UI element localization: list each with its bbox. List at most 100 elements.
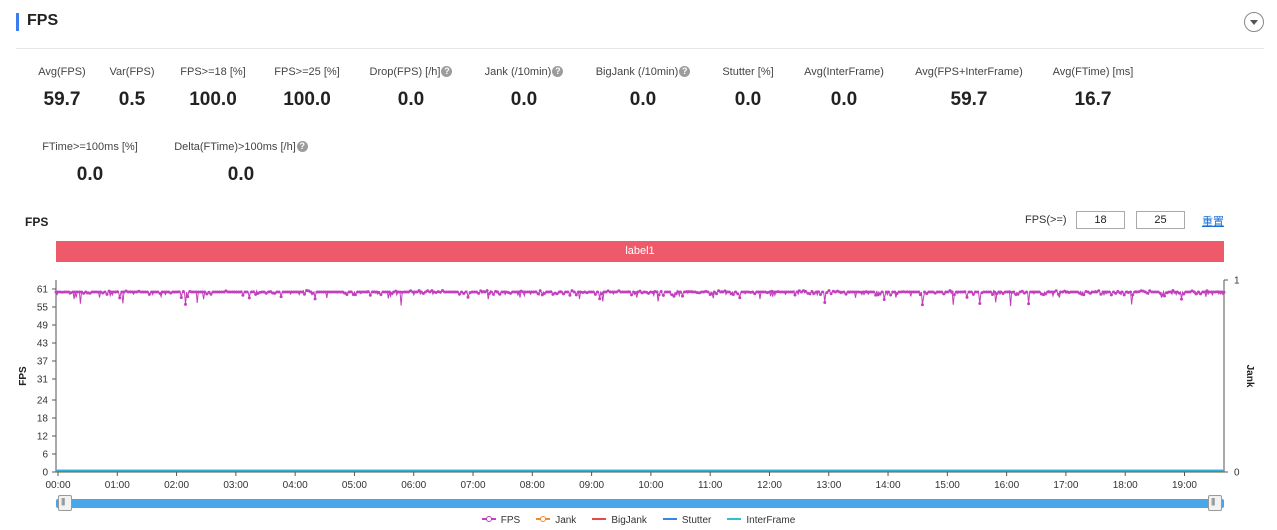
slider-track[interactable] [56, 499, 1224, 508]
series-fps-point [292, 290, 296, 294]
series-fps-point [105, 292, 109, 296]
series-fps-point [230, 290, 234, 294]
series-fps-point [492, 292, 495, 296]
metric-label: Avg(InterFrame) [764, 66, 924, 78]
series-fps-point [910, 290, 914, 294]
x-tick-label: 01:00 [105, 480, 130, 491]
series-fps-point [489, 290, 493, 294]
metric-label-text: FPS>=25 [%] [274, 66, 340, 78]
series-fps-point [593, 292, 597, 296]
legend-item-interframe[interactable]: InterFrame [727, 515, 795, 526]
series-fps-point [940, 290, 944, 294]
series-fps-point [290, 290, 294, 294]
time-range-slider[interactable] [56, 495, 1224, 511]
series-fps-point [630, 293, 633, 297]
series-fps-point [1044, 292, 1048, 296]
collapse-toggle-icon[interactable] [1244, 12, 1264, 32]
series-fps-point [360, 290, 364, 294]
series-fps-point [731, 293, 735, 296]
series-fps-point [755, 290, 759, 294]
help-icon[interactable]: ? [296, 141, 308, 152]
series-fps-point [264, 291, 268, 295]
series-fps-point [757, 290, 761, 294]
series-fps-point [793, 293, 797, 297]
series-fps-point [194, 290, 198, 294]
slider-left-handle[interactable] [58, 495, 72, 511]
metric-value: 0.0 [76, 164, 104, 185]
series-fps-point [496, 290, 500, 294]
metric-value: 0.0 [227, 164, 255, 185]
series-fps-point [568, 293, 572, 297]
metric-label-text: Var(FPS) [109, 66, 155, 78]
fps-threshold-input-1[interactable]: 18 [1076, 211, 1125, 229]
series-fps-point [460, 290, 464, 294]
series-fps-point [591, 290, 595, 294]
metric-label: Avg(FPS) [0, 66, 142, 78]
series-fps-point [950, 290, 954, 294]
series-fps-point [334, 290, 338, 294]
x-tick-label: 14:00 [876, 480, 901, 491]
series-fps-point [795, 290, 799, 294]
label-band[interactable]: label1 [56, 241, 1224, 262]
help-icon[interactable]: ? [441, 66, 453, 77]
metric-drop-fps-h: Drop(FPS) [/h]? 0.0 [331, 66, 491, 111]
series-fps-point [923, 290, 927, 294]
series-fps-point [315, 290, 319, 294]
series-fps-point [324, 290, 328, 294]
series-fps-point [587, 290, 591, 294]
series-fps-point [736, 292, 740, 296]
series-fps-point [245, 290, 249, 294]
series-fps-point [867, 290, 871, 294]
legend-item-jank[interactable]: Jank [536, 515, 576, 526]
legend-item-stutter[interactable]: Stutter [662, 515, 711, 526]
series-fps-point [1071, 290, 1075, 294]
series-fps-point [825, 291, 829, 295]
legend-item-bigjank[interactable]: BigJank [592, 515, 647, 526]
series-fps-point [228, 290, 232, 294]
metric-label-text: Avg(InterFrame) [804, 66, 884, 78]
series-fps-point [855, 290, 859, 294]
series-fps-point [986, 290, 990, 294]
series-fps-point [120, 290, 124, 294]
series-fps-point [141, 290, 145, 294]
series-fps-point [576, 290, 580, 294]
series-fps-point [1154, 290, 1158, 294]
series-fps-point [566, 290, 570, 294]
series-fps-point [1207, 290, 1211, 294]
fps-threshold-input-2[interactable]: 25 [1136, 211, 1185, 229]
series-fps-point [441, 289, 444, 292]
metric-fps-18: FPS>=18 [%] 100.0 [133, 66, 293, 111]
series-fps-point [381, 290, 385, 294]
series-fps-point [997, 290, 1001, 294]
series-fps-point [186, 295, 190, 299]
series-fps-point [1150, 290, 1154, 294]
series-fps-point [1201, 290, 1205, 294]
series-fps-point [572, 290, 576, 294]
x-tick-label: 17:00 [1053, 480, 1078, 491]
series-fps-point [311, 291, 315, 295]
series-fps-point [201, 290, 204, 294]
help-icon[interactable]: ? [552, 66, 564, 77]
series-fps-point [65, 290, 69, 294]
series-fps-point [179, 296, 183, 300]
series-fps-point [542, 292, 546, 295]
x-tick-label: 03:00 [223, 480, 248, 491]
help-icon[interactable]: ? [679, 66, 691, 77]
legend-item-fps[interactable]: FPS [481, 515, 520, 526]
series-fps-point [1103, 290, 1107, 294]
slider-right-handle[interactable] [1208, 495, 1222, 511]
y-tick-label: 0 [42, 468, 48, 479]
series-fps-point [935, 290, 939, 294]
series-fps-point [638, 289, 642, 293]
series-fps-point [184, 302, 187, 306]
series-fps-point [974, 290, 977, 294]
series-fps-point [1158, 291, 1162, 295]
series-fps-point [664, 290, 667, 294]
y-tick-label: 24 [37, 396, 49, 407]
series-fps-point [513, 290, 517, 294]
series-fps-point [92, 290, 96, 294]
series-fps-point [190, 290, 194, 294]
series-fps-point [946, 290, 950, 294]
reset-link[interactable]: 重置 [1202, 216, 1224, 228]
